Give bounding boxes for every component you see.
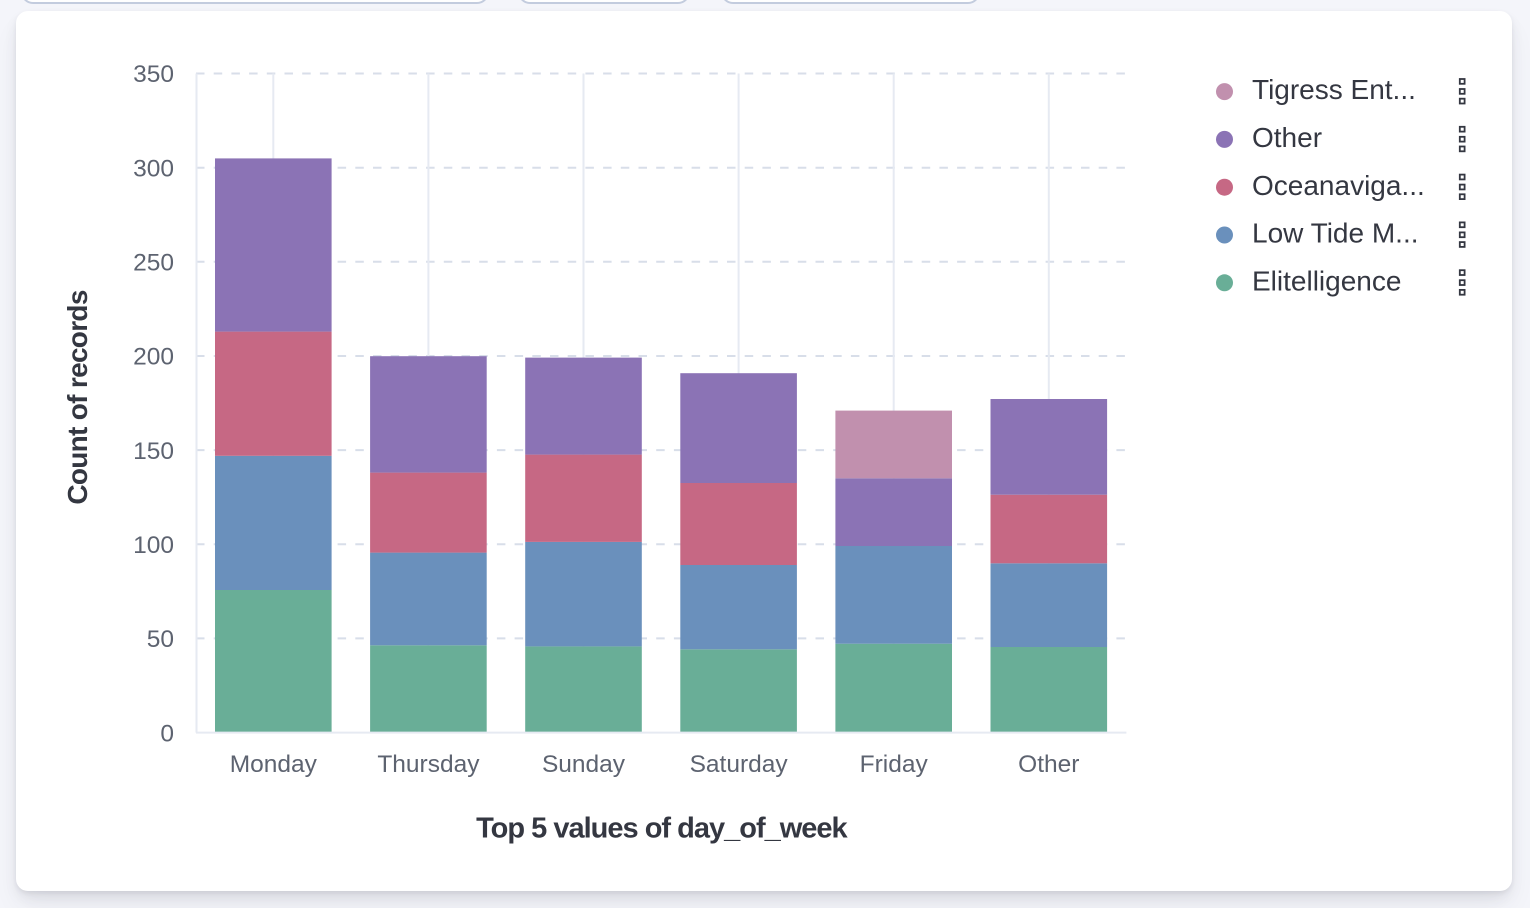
svg-text:Sunday: Sunday: [542, 751, 626, 778]
svg-text:Friday: Friday: [860, 751, 929, 778]
svg-text:100: 100: [133, 532, 174, 559]
svg-text:Top 5 values of day_of_week: Top 5 values of day_of_week: [476, 813, 848, 845]
svg-text:Other: Other: [1018, 751, 1079, 778]
svg-text:300: 300: [133, 155, 174, 182]
svg-text:Monday: Monday: [230, 751, 318, 778]
svg-text:0: 0: [160, 720, 174, 747]
svg-text:Oceanaviga...: Oceanaviga...: [1252, 170, 1425, 201]
svg-text:Count of records: Count of records: [62, 290, 93, 504]
svg-text:250: 250: [133, 250, 174, 277]
svg-text:Elitelligence: Elitelligence: [1252, 265, 1401, 296]
svg-text:Thursday: Thursday: [377, 751, 480, 778]
svg-text:Tigress Ent...: Tigress Ent...: [1252, 74, 1416, 105]
svg-text:200: 200: [133, 344, 174, 371]
svg-text:150: 150: [133, 438, 174, 465]
svg-text:50: 50: [147, 626, 174, 653]
svg-text:350: 350: [133, 61, 174, 88]
svg-text:Saturday: Saturday: [690, 751, 789, 778]
svg-text:Other: Other: [1252, 122, 1322, 153]
svg-text:Low Tide M...: Low Tide M...: [1252, 218, 1419, 249]
